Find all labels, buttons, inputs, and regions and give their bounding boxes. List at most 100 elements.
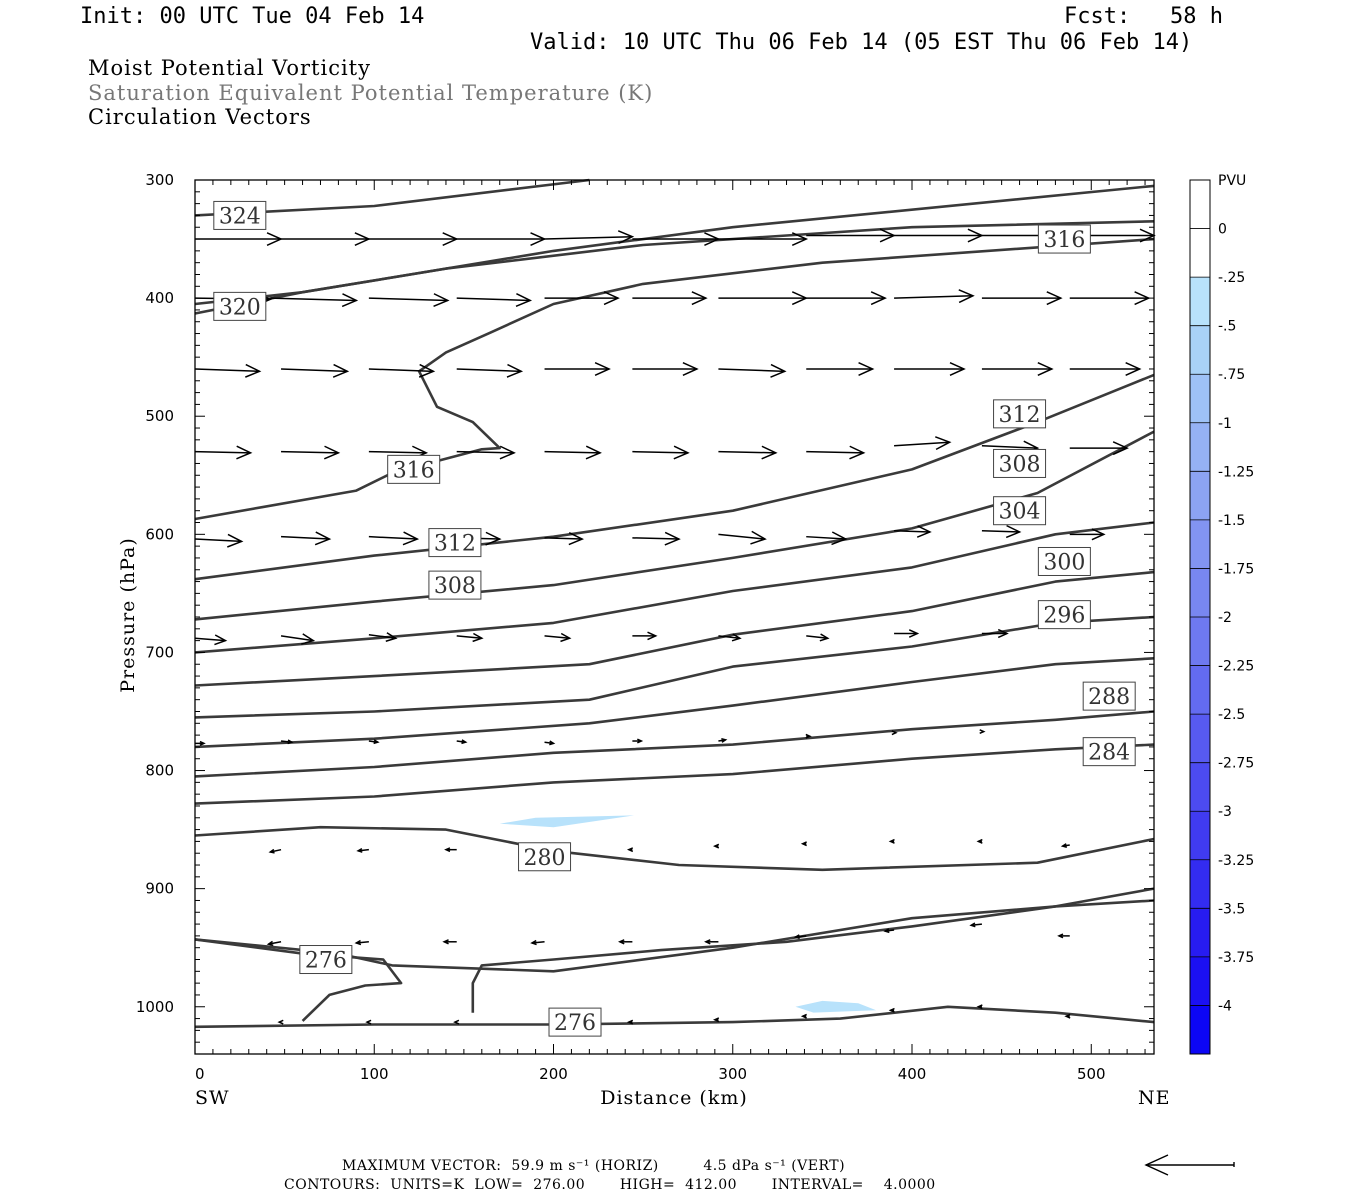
vector-arrow <box>1069 528 1106 541</box>
vector-head <box>682 361 699 376</box>
vector-arrow <box>195 232 283 247</box>
vector-shaft <box>806 450 864 454</box>
vector-head <box>227 533 244 548</box>
contour-label-box <box>1037 546 1091 576</box>
vector-head <box>979 729 986 735</box>
vector-head <box>365 1019 372 1025</box>
vector-head <box>1046 291 1063 306</box>
vector-head <box>721 737 728 743</box>
vector-arrow <box>718 633 742 642</box>
vector-head <box>791 232 809 247</box>
vector-head <box>585 445 602 460</box>
contour-276b <box>471 887 1155 1013</box>
vector-arrow <box>891 730 898 736</box>
vector-arrow <box>281 445 341 460</box>
vector-shaft <box>544 235 633 240</box>
contour-label: 308 <box>434 574 476 599</box>
vector-arrow <box>456 293 533 308</box>
vector-head <box>1005 524 1022 539</box>
vector-arrow <box>544 361 611 376</box>
vector-shaft <box>718 368 785 373</box>
vector-arrow <box>894 436 952 451</box>
vector-shaft <box>194 450 251 454</box>
vector-arrow <box>718 737 728 743</box>
vector-head <box>891 730 898 736</box>
vector-arrow <box>1069 291 1151 306</box>
vector-head <box>969 922 976 928</box>
colorbar-tick-label: -1.75 <box>1218 561 1254 577</box>
contour-label-box <box>1037 600 1091 630</box>
vector-arrow <box>894 629 920 638</box>
forecast-hour: Fcst: 58 h <box>1064 4 1223 29</box>
vector-arrow <box>894 228 984 243</box>
vector-arrow <box>280 739 294 745</box>
contour-label-box <box>1037 224 1091 254</box>
vector-head <box>1112 441 1129 456</box>
contour-296 <box>194 615 1155 719</box>
vector-head <box>805 733 812 739</box>
vector-head <box>560 632 572 643</box>
vector-head <box>997 628 1009 639</box>
y-tick-label: 300 <box>145 171 174 189</box>
vector-arrow <box>530 939 545 946</box>
pv-shade-1 <box>795 1000 877 1013</box>
vector-head <box>499 445 516 460</box>
y-tick-label: 700 <box>145 643 174 661</box>
colorbar-swatch <box>1190 277 1210 326</box>
vector-arrow <box>976 838 983 844</box>
contour-label-box <box>518 842 572 872</box>
vector-arrow <box>704 939 719 945</box>
vector-head <box>214 634 228 646</box>
vector-head <box>713 1017 720 1023</box>
colorbar-swatch <box>1190 180 1210 229</box>
colorbar-swatch <box>1190 374 1210 423</box>
colorbar-swatch <box>1190 811 1210 860</box>
colorbar-tick-label: 0 <box>1218 222 1227 238</box>
vector-shaft <box>368 297 448 302</box>
colorbar-swatch <box>1190 859 1210 909</box>
vector-shaft <box>280 635 314 642</box>
contour-label: 312 <box>434 532 476 557</box>
vector-shaft <box>718 450 776 454</box>
vector-head <box>831 531 848 546</box>
colorbar-swatch <box>1190 908 1210 957</box>
vector-arrow <box>368 232 459 247</box>
vector-arrow <box>632 361 699 376</box>
vector-arrow <box>1064 1013 1071 1019</box>
y-tick-label: 400 <box>145 289 174 307</box>
contour-label-box <box>1082 681 1136 711</box>
vector-head <box>1125 361 1142 376</box>
vector-head <box>1037 361 1054 376</box>
colorbar-tick-label: -3.75 <box>1218 950 1254 966</box>
vector-arrow <box>280 633 316 645</box>
colorbar-tick-label: -3.5 <box>1218 901 1245 917</box>
vector-arrow <box>266 940 282 947</box>
vector-head <box>849 445 866 460</box>
vector-arrow <box>365 1019 372 1025</box>
vector-head <box>1091 528 1106 541</box>
vector-head <box>287 739 294 745</box>
x-tick-label: 300 <box>718 1065 747 1083</box>
contour-label-box <box>299 945 353 975</box>
pv-shading-layer <box>499 815 877 1013</box>
vector-arrow <box>281 363 350 378</box>
vector-head <box>301 633 316 645</box>
vector-head <box>858 361 875 376</box>
vector-shaft <box>806 635 828 640</box>
reference-vector-arrow <box>1144 1154 1235 1176</box>
vector-head <box>617 230 635 245</box>
contour-label-box <box>993 448 1047 478</box>
vector-head <box>713 843 720 849</box>
vector-head <box>916 525 932 538</box>
vector-arrow <box>194 363 262 378</box>
vector-arrow <box>632 631 658 641</box>
vector-head <box>485 531 502 546</box>
vector-head <box>341 293 359 308</box>
vector-arrow <box>456 363 524 378</box>
vector-head <box>373 739 380 745</box>
vector-head <box>883 928 890 934</box>
init-time: Init: 00 UTC Tue 04 Feb 14 <box>80 4 425 29</box>
vector-arrow <box>894 361 966 376</box>
colorbar-tick-label: -1.25 <box>1218 464 1254 480</box>
vector-shaft <box>632 450 688 454</box>
